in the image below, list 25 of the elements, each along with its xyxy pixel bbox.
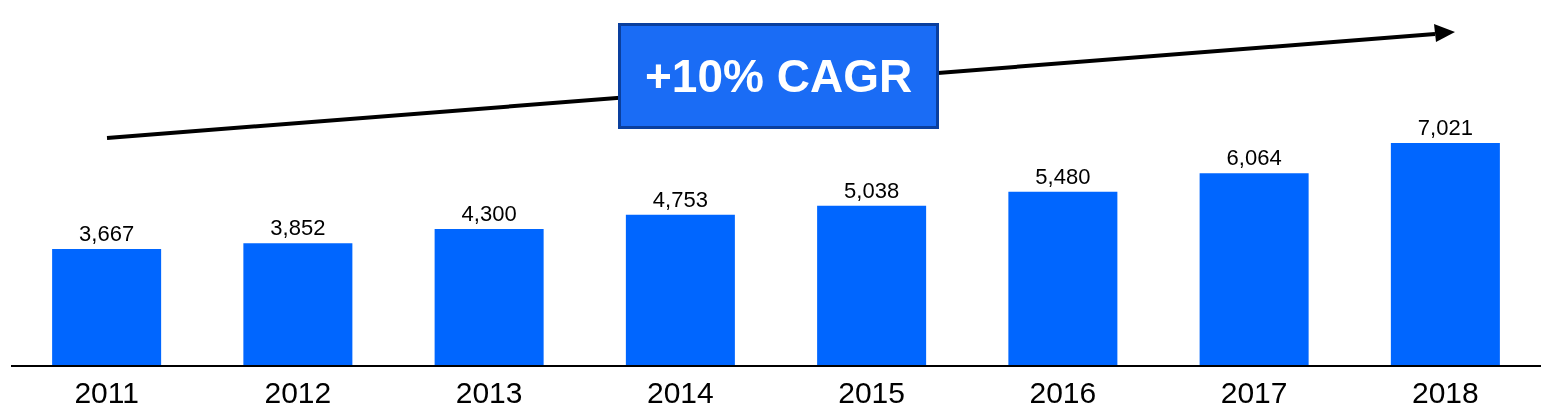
data-label: 4,300: [461, 201, 517, 227]
data-label: 5,038: [844, 177, 900, 203]
x-tick-label: 2013: [455, 376, 523, 409]
data-label: 7,021: [1417, 114, 1473, 140]
x-tick-label: 2011: [74, 376, 139, 409]
x-tick-label: 2012: [264, 376, 332, 409]
bar: [1390, 142, 1500, 365]
data-label: 6,064: [1226, 145, 1282, 171]
data-label: 3,852: [270, 215, 326, 241]
x-tick-label: 2015: [838, 376, 906, 409]
data-label: 3,667: [79, 221, 135, 247]
data-label: 5,480: [1035, 163, 1091, 189]
bar: [243, 243, 353, 365]
x-tick-label: 2017: [1220, 376, 1288, 409]
bar: [817, 205, 927, 365]
bar: [434, 229, 544, 365]
bar: [625, 214, 735, 365]
data-label: 4,753: [652, 186, 708, 212]
bar: [1199, 173, 1309, 365]
x-tick-label: 2014: [647, 376, 714, 409]
text: +10% CAGR: [645, 50, 913, 102]
x-tick-label: 2016: [1029, 376, 1097, 409]
x-tick-label: 2018: [1412, 376, 1479, 409]
bar: [1008, 191, 1118, 365]
bar: [52, 249, 162, 365]
